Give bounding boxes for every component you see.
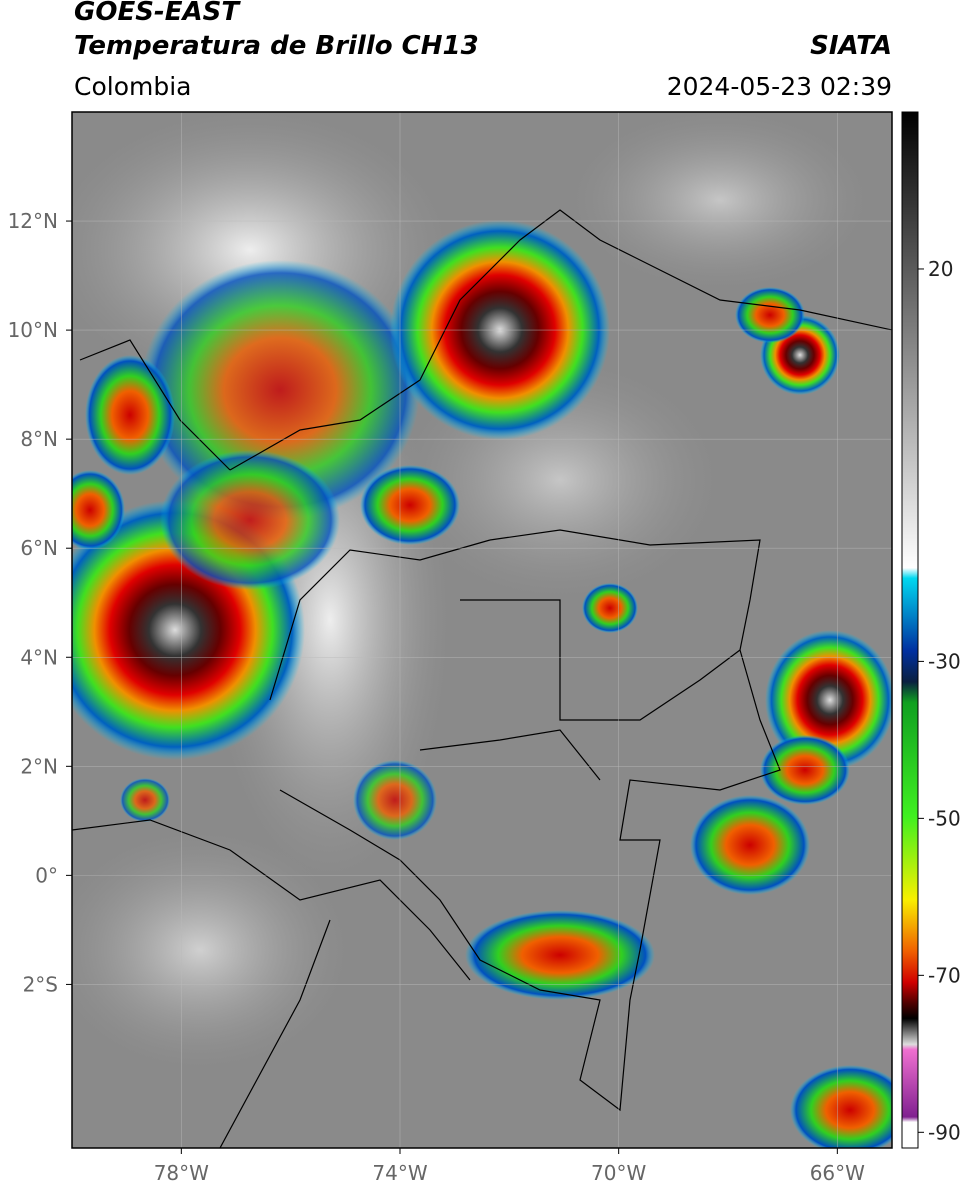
colorbar	[901, 111, 919, 1149]
datetime: 2024-05-23 02:39	[667, 72, 892, 101]
y-tick-label: 4°N	[20, 645, 58, 669]
colorbar-tick-label: 20	[928, 257, 953, 281]
y-tick-label: 6°N	[20, 536, 58, 560]
y-tick-label: 10°N	[8, 318, 58, 342]
y-tick-label: 2°N	[20, 754, 58, 778]
colorbar-tick-label: -30	[928, 649, 961, 673]
colorbar-tick-label: -70	[928, 963, 961, 987]
subtitle: Temperatura de Brillo CH13	[74, 31, 479, 61]
x-tick-label: 74°W	[372, 1161, 427, 1185]
x-tick-label: 66°W	[810, 1161, 865, 1185]
x-tick-label: 70°W	[591, 1161, 646, 1185]
y-tick-label: 8°N	[20, 427, 58, 451]
y-tick-label: 2°S	[23, 972, 58, 996]
x-tick-label: 78°W	[154, 1161, 209, 1185]
y-tick-label: 12°N	[8, 209, 58, 233]
grid	[72, 112, 892, 1148]
map-frame	[71, 111, 893, 1149]
title: GOES-EAST	[74, 0, 241, 27]
colorbar-tick-label: -50	[928, 806, 961, 830]
map-image	[72, 112, 892, 1148]
source: SIATA	[810, 31, 892, 61]
region: Colombia	[74, 72, 191, 101]
y-tick-label: 0°	[35, 863, 58, 887]
colorbar-tick-label: -90	[928, 1120, 961, 1144]
